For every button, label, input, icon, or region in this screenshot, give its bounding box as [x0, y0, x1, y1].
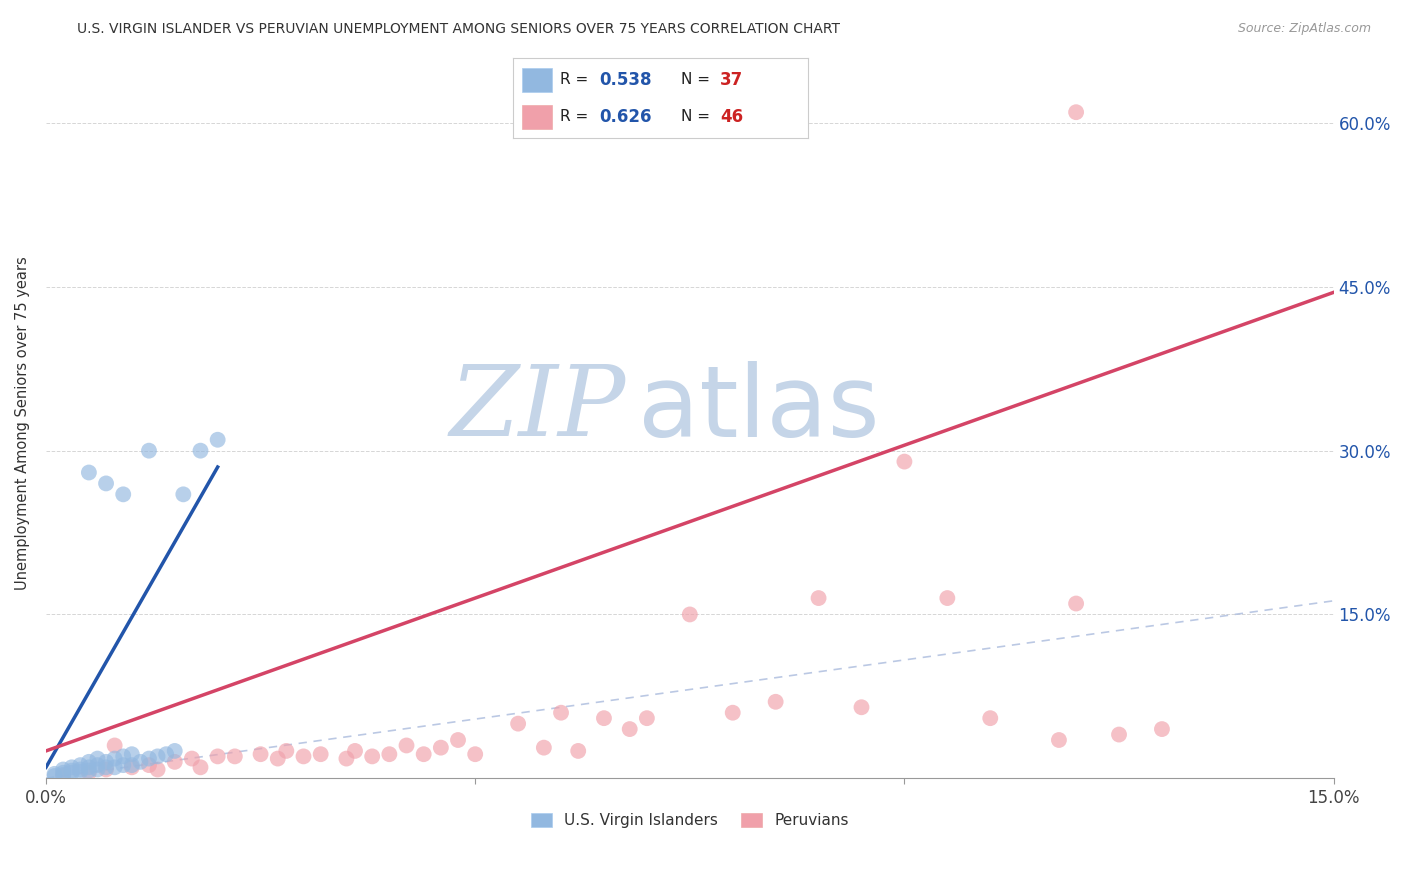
Point — [163, 755, 186, 769]
Point — [77, 765, 100, 780]
Point — [69, 758, 91, 772]
Point — [207, 749, 229, 764]
Point — [343, 744, 366, 758]
Point — [267, 751, 290, 765]
Point — [893, 454, 915, 468]
Point — [508, 716, 530, 731]
Point — [77, 760, 100, 774]
Point — [138, 758, 160, 772]
Point — [104, 739, 127, 753]
Point — [679, 607, 702, 622]
Point — [86, 758, 108, 772]
Point — [94, 476, 117, 491]
Point — [361, 749, 384, 764]
Point — [163, 744, 186, 758]
Point — [86, 763, 108, 777]
Point — [60, 764, 83, 778]
Point — [52, 768, 75, 782]
Text: N =: N = — [682, 72, 716, 87]
Text: atlas: atlas — [638, 360, 880, 458]
Point — [180, 751, 202, 765]
Point — [94, 755, 117, 769]
Point — [378, 747, 401, 762]
Point — [1064, 597, 1087, 611]
Point — [52, 765, 75, 780]
Point — [1047, 733, 1070, 747]
Bar — [522, 68, 551, 92]
Point — [94, 760, 117, 774]
Point — [533, 740, 555, 755]
Text: 0.626: 0.626 — [599, 108, 651, 126]
Point — [447, 733, 470, 747]
Point — [593, 711, 616, 725]
Point — [52, 769, 75, 783]
Point — [94, 763, 117, 777]
Legend: U.S. Virgin Islanders, Peruvians: U.S. Virgin Islanders, Peruvians — [524, 806, 855, 834]
Point — [112, 749, 135, 764]
Point — [249, 747, 271, 762]
Point — [335, 751, 357, 765]
Text: R =: R = — [561, 72, 593, 87]
Point — [190, 443, 212, 458]
Point — [567, 744, 589, 758]
Point — [936, 591, 959, 605]
Point — [619, 722, 641, 736]
Point — [636, 711, 658, 725]
Text: N =: N = — [682, 109, 716, 124]
Point — [207, 433, 229, 447]
Point — [69, 764, 91, 779]
Point — [807, 591, 830, 605]
Point — [412, 747, 434, 762]
Point — [224, 749, 246, 764]
Point — [146, 763, 169, 777]
Text: 37: 37 — [720, 70, 744, 88]
Point — [112, 487, 135, 501]
Point — [309, 747, 332, 762]
Point — [77, 755, 100, 769]
Point — [44, 769, 66, 783]
Point — [550, 706, 572, 720]
Point — [172, 487, 194, 501]
Point — [129, 755, 152, 769]
Text: R =: R = — [561, 109, 593, 124]
Point — [69, 763, 91, 777]
Point — [430, 740, 453, 755]
Point — [121, 747, 143, 762]
Point — [138, 443, 160, 458]
Point — [765, 695, 787, 709]
Point — [292, 749, 315, 764]
Point — [190, 760, 212, 774]
Text: 0.538: 0.538 — [599, 70, 651, 88]
Point — [121, 760, 143, 774]
Point — [77, 466, 100, 480]
Point — [395, 739, 418, 753]
Point — [112, 758, 135, 772]
Point — [104, 751, 127, 765]
Text: U.S. VIRGIN ISLANDER VS PERUVIAN UNEMPLOYMENT AMONG SENIORS OVER 75 YEARS CORREL: U.S. VIRGIN ISLANDER VS PERUVIAN UNEMPLO… — [77, 22, 841, 37]
Point — [104, 760, 127, 774]
Point — [1150, 722, 1173, 736]
Point — [1108, 727, 1130, 741]
Point — [60, 760, 83, 774]
Text: Source: ZipAtlas.com: Source: ZipAtlas.com — [1237, 22, 1371, 36]
Point — [851, 700, 873, 714]
Text: ZIP: ZIP — [449, 361, 626, 457]
Point — [721, 706, 744, 720]
Point — [52, 763, 75, 777]
Text: 46: 46 — [720, 108, 742, 126]
Point — [1064, 105, 1087, 120]
Y-axis label: Unemployment Among Seniors over 75 years: Unemployment Among Seniors over 75 years — [15, 257, 30, 591]
Point — [464, 747, 486, 762]
Point — [979, 711, 1001, 725]
Point — [121, 758, 143, 772]
Point — [86, 751, 108, 765]
Point — [77, 764, 100, 778]
Point — [276, 744, 298, 758]
Point — [138, 751, 160, 765]
Point — [60, 765, 83, 780]
Point — [155, 747, 177, 762]
Point — [146, 749, 169, 764]
Bar — [522, 104, 551, 128]
Point — [44, 767, 66, 781]
